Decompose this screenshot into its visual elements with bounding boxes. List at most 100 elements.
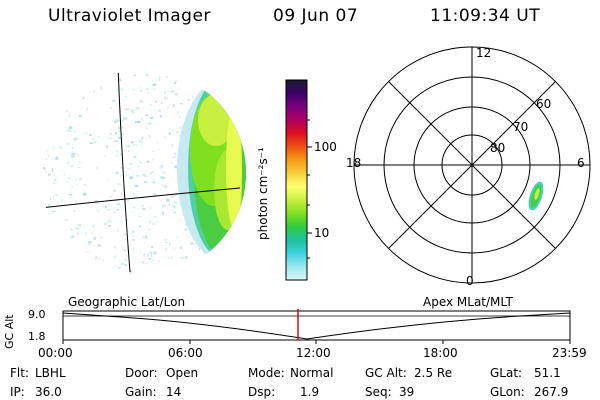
speckle — [153, 215, 157, 218]
speckle — [137, 120, 141, 124]
speckle — [149, 251, 153, 254]
speckle — [148, 228, 151, 230]
speckle — [120, 125, 124, 129]
speckle — [166, 106, 170, 109]
speckle — [63, 172, 65, 176]
speckle — [174, 152, 177, 155]
xtick-2359: 23:59 — [552, 346, 587, 360]
speckle — [164, 185, 168, 188]
speckle — [152, 258, 155, 262]
speckle — [167, 257, 171, 260]
speckle — [113, 255, 117, 259]
speckle — [144, 175, 148, 177]
speckle — [100, 236, 103, 239]
xtick-1800: 18:00 — [423, 346, 458, 360]
speckle — [142, 204, 144, 208]
speckle — [54, 179, 57, 181]
speckle — [131, 111, 136, 114]
param-value: Open — [166, 366, 199, 380]
ytick-top: 9.0 — [28, 308, 46, 321]
speckle — [67, 162, 69, 164]
speckle — [82, 97, 85, 100]
speckle — [171, 144, 173, 147]
speckle — [120, 173, 122, 176]
speckle — [121, 193, 124, 196]
lat-label-60: 60 — [536, 97, 552, 111]
speckle — [128, 150, 130, 153]
speckle — [125, 173, 129, 176]
speckle — [173, 211, 177, 214]
speckle — [155, 221, 158, 223]
speckle — [159, 199, 163, 201]
speckle — [162, 206, 164, 208]
speckle — [116, 208, 119, 211]
speckle — [70, 164, 74, 168]
param-key: Flt: — [10, 366, 29, 380]
speckle — [118, 136, 122, 139]
speckle — [158, 78, 161, 81]
speckle — [187, 98, 191, 101]
speckle — [50, 197, 52, 201]
speckle — [124, 95, 127, 99]
speckle — [132, 191, 134, 195]
speckle — [92, 225, 95, 228]
speckle — [141, 136, 144, 140]
speckle — [180, 246, 182, 249]
speckle — [108, 218, 111, 222]
speckle — [116, 203, 121, 206]
speckle — [152, 150, 156, 152]
speckle — [106, 209, 111, 211]
speckle — [132, 249, 134, 251]
speckle — [94, 200, 98, 203]
speckle — [133, 143, 137, 147]
lat-label-80: 80 — [490, 141, 506, 155]
speckle — [198, 248, 201, 251]
speckle — [65, 110, 68, 112]
speckle — [75, 227, 80, 230]
speckle — [129, 271, 132, 275]
speckle — [171, 256, 173, 260]
speckle — [120, 133, 125, 136]
speckle — [173, 205, 176, 209]
speckle — [64, 219, 68, 222]
speckle — [124, 108, 128, 111]
speckle — [78, 115, 82, 118]
speckle — [93, 237, 97, 240]
speckle — [139, 140, 143, 143]
speckle — [146, 160, 150, 163]
ytick-bottom: 1.8 — [28, 330, 46, 343]
xtick-0600: 06:00 — [168, 346, 203, 360]
speckle — [97, 244, 101, 247]
speckle — [157, 148, 159, 151]
speckle — [110, 107, 112, 109]
speckle — [176, 130, 178, 134]
speckle — [51, 206, 53, 209]
speckle — [71, 152, 76, 156]
param-key: GLon: — [490, 385, 525, 399]
colorbar-tick-100: 100 — [314, 140, 337, 154]
speckle — [149, 220, 152, 223]
speckle — [76, 183, 78, 186]
speckle — [107, 220, 112, 223]
speckle — [132, 177, 134, 180]
speckle — [98, 258, 101, 260]
speckle — [132, 230, 135, 234]
speckle — [79, 122, 81, 125]
param-value: 2.5 Re — [414, 366, 453, 380]
speckle — [179, 135, 182, 138]
speckle — [167, 90, 169, 94]
speckle — [161, 171, 166, 174]
speckle — [51, 211, 56, 213]
speckle — [48, 203, 50, 207]
speckle — [133, 109, 136, 112]
speckle — [153, 251, 157, 255]
speckle — [77, 153, 80, 156]
speckle — [146, 127, 148, 130]
speckle — [117, 183, 122, 186]
speckle — [139, 86, 141, 89]
speckle — [185, 256, 188, 259]
speckle — [90, 206, 92, 208]
speckle — [114, 120, 117, 123]
speckle — [52, 146, 55, 149]
speckle — [120, 88, 124, 91]
